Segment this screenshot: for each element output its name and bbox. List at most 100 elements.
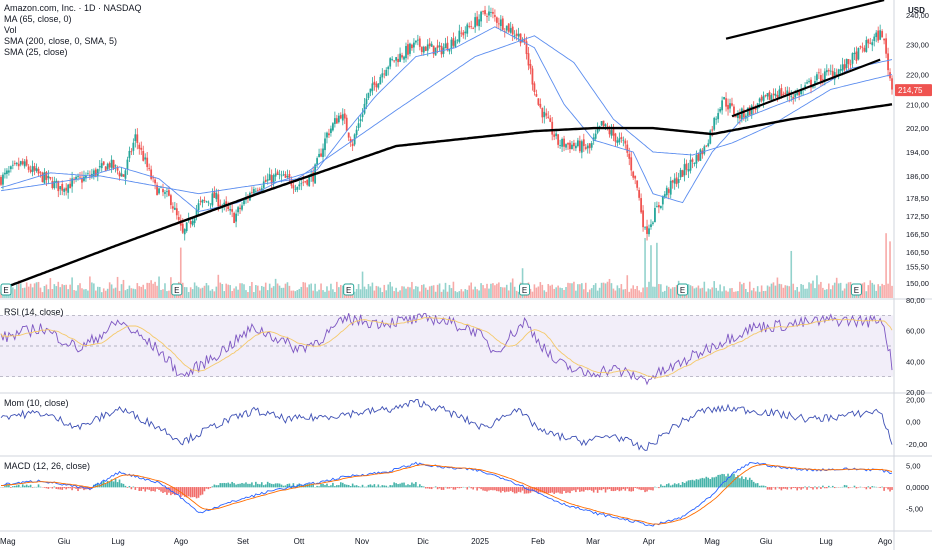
candle-body [723, 97, 725, 100]
rsi-line [0, 313, 893, 386]
candle-body [541, 107, 544, 118]
candle-body [669, 180, 672, 195]
candle-body [367, 92, 370, 99]
volume-bar [774, 285, 777, 298]
macd-histogram-bar [490, 487, 492, 491]
candle-body [567, 143, 569, 145]
candle-body [875, 32, 878, 38]
candle-body [158, 188, 160, 194]
candle-body [634, 175, 637, 179]
macd-histogram-bar [573, 487, 575, 491]
macd-histogram-bar [260, 482, 263, 488]
candle-body [750, 105, 753, 115]
candle-body [691, 159, 694, 162]
macd-histogram-bar [667, 483, 670, 488]
volume-bar [496, 283, 498, 298]
macd-legend[interactable]: MACD (12, 26, close) [4, 461, 91, 471]
candle-body [790, 96, 793, 98]
macd-histogram-bar [257, 483, 259, 488]
volume-bar [334, 292, 336, 298]
candle-body [276, 171, 279, 175]
volume-bar [535, 287, 538, 298]
volume-bar [39, 287, 42, 298]
candle-body [173, 207, 176, 210]
volume-bar [434, 291, 437, 298]
candle-body [569, 142, 571, 150]
rsi-legend[interactable]: RSI (14, close) [4, 307, 64, 317]
volume-bar [290, 290, 293, 298]
candle-body [796, 92, 799, 95]
candle-body [626, 144, 629, 153]
macd-histogram-bar [421, 485, 423, 488]
macd-histogram-bar [270, 483, 273, 488]
macd-histogram-bar [454, 487, 457, 490]
volume-bar [557, 285, 559, 298]
volume-bar [17, 280, 20, 298]
macd-histogram-bar [729, 475, 731, 488]
macd-histogram-bar [681, 481, 684, 488]
volume-bar [69, 284, 71, 298]
macd-histogram-bar [225, 483, 228, 488]
macd-histogram-bar [584, 487, 587, 490]
price-axis-tick: 155,50 [906, 263, 929, 272]
candle-body [632, 171, 635, 178]
macd-histogram-bar [326, 483, 328, 488]
candle-body [563, 138, 565, 147]
volume-bar [500, 286, 502, 298]
volume-bar [430, 285, 433, 298]
macd-histogram-bar [754, 483, 757, 488]
macd-histogram-bar [705, 476, 708, 488]
macd-histogram-bar [614, 487, 617, 491]
volume-bar [707, 288, 710, 298]
volume-bar [294, 291, 297, 298]
macd-histogram-bar [413, 483, 415, 488]
macd-histogram-bar [553, 487, 555, 494]
symbol-title[interactable]: Amazon.com, Inc. · 1D · NASDAQ [4, 3, 142, 13]
earnings-marker-box [519, 283, 531, 296]
macd-histogram-bar [343, 484, 346, 488]
macd-histogram-bar [885, 487, 887, 488]
sma25-legend[interactable]: SMA (25, close) [4, 47, 68, 57]
candle-body [280, 175, 283, 177]
volume-bar [644, 238, 646, 298]
candle-body [553, 134, 556, 137]
volume-bar [181, 282, 184, 298]
macd-histogram-bar [132, 486, 135, 488]
candle-body [371, 83, 374, 91]
macd-histogram-bar [152, 487, 154, 491]
volume-bar [136, 283, 139, 298]
macd-histogram-bar [118, 479, 121, 488]
macd-histogram-bar [193, 487, 196, 498]
macd-histogram-bar [424, 487, 427, 489]
vol-legend[interactable]: Vol [4, 25, 17, 35]
mom-legend[interactable]: Mom (10, close) [4, 398, 69, 408]
macd-histogram-bar [63, 487, 66, 489]
volume-bar [415, 286, 417, 298]
candle-body [166, 191, 168, 193]
volume-bar [426, 289, 429, 298]
volume-bar [81, 288, 83, 298]
volume-bar [648, 281, 650, 298]
volume-bar [83, 289, 85, 298]
macd-histogram-bar [403, 482, 405, 488]
volume-bar [298, 288, 301, 298]
volume-bar [630, 288, 633, 298]
volume-bar [203, 285, 206, 298]
x-axis-label: Giu [760, 537, 772, 546]
candle-body [843, 64, 846, 70]
candle-body [47, 176, 50, 179]
candle-body [482, 11, 484, 12]
volume-bar [571, 283, 573, 298]
sma200-legend[interactable]: SMA (200, close, 0, SMA, 5) [4, 36, 118, 46]
macd-histogram-bar [282, 485, 285, 488]
volume-bar [515, 290, 518, 298]
candle-body [711, 129, 714, 131]
macd-histogram-bar [276, 483, 279, 488]
earnings-marker-label: E [346, 286, 351, 295]
macd-histogram-bar [430, 487, 433, 490]
volume-bar [640, 292, 642, 298]
candle-body [663, 194, 666, 197]
volume-bar [466, 289, 469, 298]
ma65-legend[interactable]: MA (65, close, 0) [4, 14, 72, 24]
